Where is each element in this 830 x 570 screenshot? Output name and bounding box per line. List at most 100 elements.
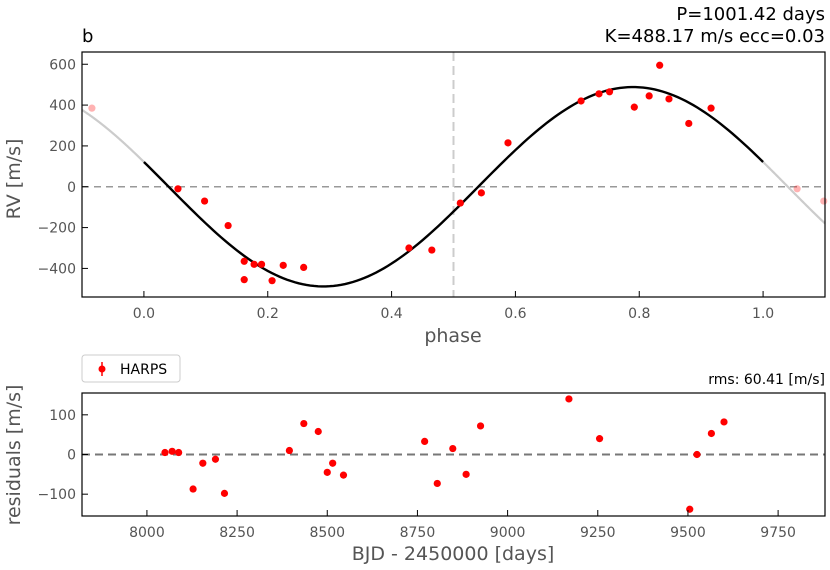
rv-y-tick-label: 600 [49, 57, 76, 73]
rv-x-tick-label: 1.0 [752, 306, 774, 322]
rv-point [268, 277, 276, 285]
rv-point [665, 95, 673, 103]
residuals-x-axis-title: BJD - 2450000 [days] [352, 543, 555, 565]
residual-point [329, 459, 337, 467]
residual-point [189, 485, 197, 493]
residual-point [595, 435, 604, 443]
residual-point [220, 489, 229, 497]
rv-y-ticks: −400 −200 0 200 400 600 [38, 57, 88, 277]
rv-point [240, 276, 248, 284]
rv-point [630, 103, 638, 111]
residuals-panel: HARPS rms: 60.41 [m/s] 8000 8250 8500 8750 9… [3, 354, 826, 565]
residuals-y-tick-label: −100 [38, 487, 76, 503]
residual-point [449, 444, 457, 453]
residual-point [199, 459, 207, 467]
rv-point [257, 260, 266, 268]
legend-label-harps: HARPS [120, 362, 167, 378]
rv-y-tick-label: 200 [49, 139, 76, 155]
rv-y-tick-label: −200 [38, 221, 76, 237]
residual-point [686, 505, 694, 513]
residual-point [421, 437, 429, 446]
rv-y-tick-label: 400 [49, 98, 76, 114]
rv-point-wrapped [793, 185, 801, 193]
rv-point [224, 221, 232, 230]
residuals-x-tick-label: 8250 [219, 525, 255, 541]
rv-point [656, 61, 664, 69]
period-annotation: P=1001.42 days [676, 4, 825, 25]
rv-point [240, 257, 248, 265]
rv-point [605, 88, 614, 96]
model-curve [143, 85, 764, 288]
rv-point-wrapped [88, 104, 96, 112]
panel-label: b [82, 26, 93, 47]
residual-point [462, 470, 470, 478]
rv-y-tick-label: −400 [38, 261, 76, 277]
residuals-x-tick-label: 8000 [129, 525, 165, 541]
residual-point [476, 422, 485, 430]
rv-point [405, 244, 413, 252]
rv-model-curve [81, 85, 826, 288]
residual-point [720, 418, 728, 426]
rv-point [477, 189, 485, 197]
rv-x-tick-label: 0.4 [380, 306, 402, 322]
rv-point [428, 246, 436, 254]
rv-x-tick-label: 0.2 [257, 306, 279, 322]
rv-x-tick-label: 0.0 [133, 306, 155, 322]
model-curve-extension-left [81, 109, 145, 163]
rv-point [595, 90, 603, 98]
rv-x-ticks: 0.0 0.2 0.4 0.6 0.8 1.0 [133, 291, 774, 322]
amplitude-annotation: K=488.17 m/s ecc=0.03 [605, 26, 825, 47]
model-curve-extension-right [762, 161, 826, 225]
residuals-x-ticks: 8000 8250 8500 8750 9000 9250 9500 9750 [129, 510, 796, 541]
rv-point [645, 92, 653, 100]
residual-point [323, 468, 331, 476]
residual-point [707, 429, 715, 438]
residual-point [339, 471, 348, 479]
rv-point [456, 199, 464, 207]
rv-y-tick-label: 0 [67, 180, 76, 196]
residual-point [565, 395, 573, 403]
rv-x-axis-title: phase [424, 325, 481, 347]
rv-data-points [88, 61, 828, 285]
residual-point [433, 479, 441, 488]
rv-x-tick-label: 0.6 [504, 306, 526, 322]
residual-point [314, 427, 322, 436]
rms-annotation: rms: 60.41 [m/s] [708, 372, 825, 388]
rv-phase-panel: b P=1001.42 days K=488.17 m/s ecc=0.03 0… [3, 4, 828, 347]
rv-point [300, 263, 308, 271]
residuals-plot-frame [81, 392, 826, 517]
rv-point [174, 185, 182, 193]
residuals-x-tick-label: 9250 [580, 525, 616, 541]
residual-point [285, 446, 293, 455]
rv-point [707, 104, 715, 112]
residuals-y-ticks: −100 0 100 [38, 408, 88, 503]
rv-point [577, 97, 585, 105]
rv-point [200, 197, 209, 205]
residuals-x-tick-label: 8750 [400, 525, 436, 541]
rv-point [685, 119, 693, 128]
rv-y-axis-title: RV [m/s] [3, 139, 25, 220]
legend-dot-marker [98, 365, 106, 373]
residuals-x-tick-label: 9750 [760, 525, 796, 541]
residual-point [175, 448, 183, 457]
rv-point [279, 261, 287, 269]
rv-point-wrapped [820, 197, 828, 205]
rv-x-tick-label: 0.8 [628, 306, 650, 322]
rv-point [250, 260, 258, 268]
residuals-x-tick-label: 9500 [670, 525, 706, 541]
residuals-y-tick-label: 0 [67, 448, 76, 464]
residual-point [168, 447, 176, 455]
residuals-x-tick-label: 9000 [490, 525, 526, 541]
residual-point [300, 419, 308, 428]
residual-point [161, 448, 169, 457]
rv-plot-frame [81, 51, 826, 298]
residuals-y-tick-label: 100 [49, 408, 76, 424]
rv-point [504, 139, 512, 147]
residual-point [211, 455, 220, 463]
legend-box [81, 354, 181, 383]
residuals-data-points [161, 395, 728, 513]
residuals-y-axis-title: residuals [m/s] [3, 385, 25, 526]
residuals-x-tick-label: 8500 [309, 525, 345, 541]
residual-point [693, 450, 701, 459]
legend: HARPS [81, 354, 181, 383]
